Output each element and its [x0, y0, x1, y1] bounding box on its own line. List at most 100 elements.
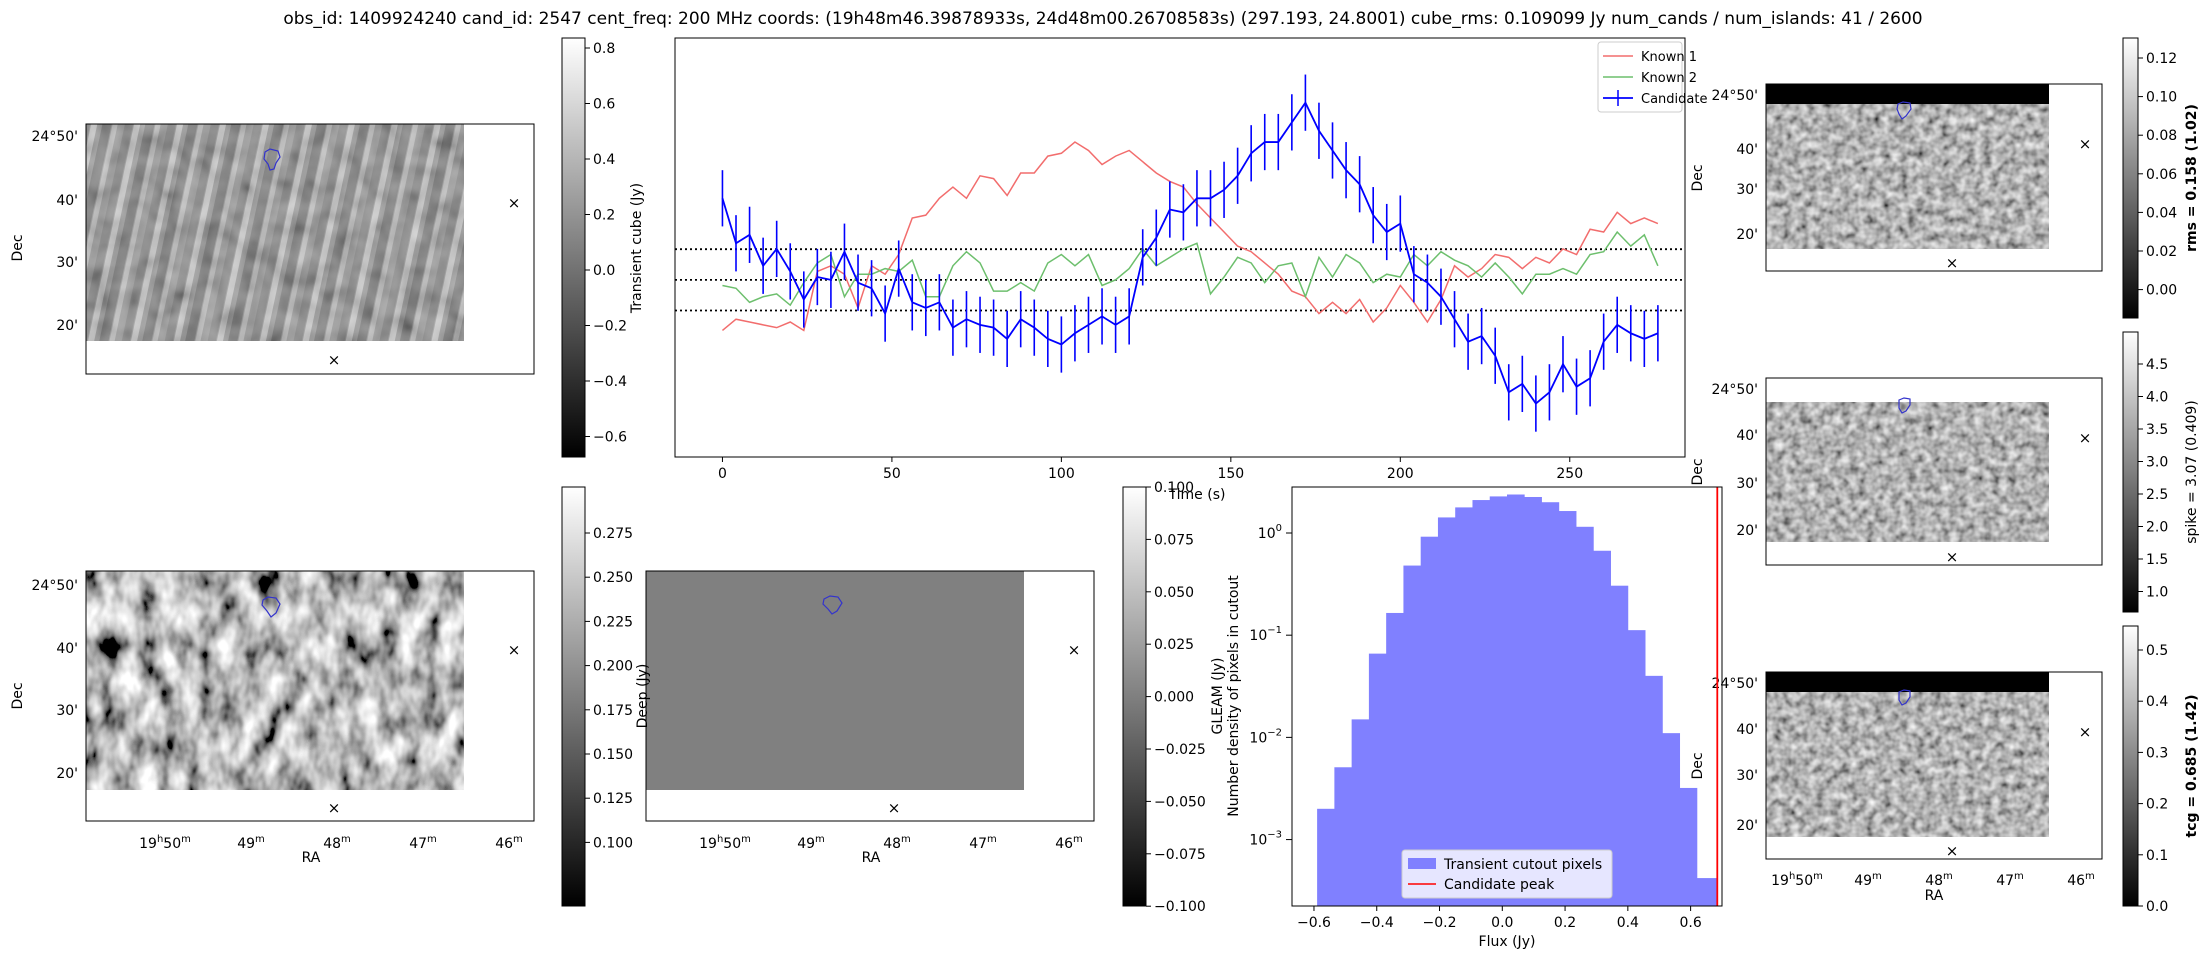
colorbar-tick-label: 2.0 [2146, 520, 2168, 536]
dec-tick: 40' [1736, 722, 1758, 738]
candidate-contour [1898, 397, 1911, 414]
figure-title: obs_id: 1409924240 cand_id: 2547 cent_fr… [283, 9, 1922, 29]
colorbar-tick-label: 2.5 [2146, 487, 2168, 503]
dec-tick: 30' [56, 255, 78, 271]
gleam-colorbar-label: GLEAM (Jy) [1210, 658, 1226, 735]
candidate-contour [261, 596, 281, 618]
deep-colorbar-bar [561, 486, 586, 907]
dec-tick: 40' [56, 193, 78, 209]
ra-tick-label: 47m [1996, 871, 2024, 889]
colorbar-tick-label: 0.125 [593, 791, 633, 807]
legend-label-candidate: Candidate [1641, 92, 1707, 107]
dec-tick: 20' [1736, 523, 1758, 539]
spike-colorbar-label: spike = 3.07 (0.409) [2184, 400, 2200, 544]
dec-axis-label: Dec [10, 234, 26, 261]
colorbar-tick-label: 0.3 [2146, 745, 2168, 761]
x-tick-label: 100 [1048, 466, 1075, 482]
histogram-bar [1507, 494, 1525, 906]
histogram-bar [1334, 767, 1353, 906]
colorbar-tick-label: 0.0 [2146, 899, 2168, 915]
histogram-xlabel: Flux (Jy) [1479, 934, 1536, 950]
ra-tick-label: 47m [969, 834, 997, 852]
colorbar-tick-label: 0.2 [2146, 797, 2168, 813]
rms-cutout-frame [1765, 83, 2103, 272]
dec-axis-label: Dec [1690, 752, 1706, 779]
green-cross-marker: × [508, 194, 521, 212]
histogram-bar [1541, 502, 1560, 906]
red-cross-marker: × [328, 351, 341, 369]
known-2-series-line [722, 230, 1659, 307]
colorbar-tick-label: 0.06 [2146, 167, 2177, 183]
dec-tick: 30' [1736, 182, 1758, 198]
histogram-bar [1351, 719, 1370, 906]
tcg-colorbar-bar [2122, 625, 2139, 907]
dec-tick: 40' [56, 641, 78, 657]
histogram-bar [1420, 536, 1439, 906]
histogram-bar [1437, 517, 1456, 906]
colorbar-tick-label: 0.8 [593, 41, 615, 57]
colorbar-tick-label: 0.1 [2146, 848, 2168, 864]
y-tick-label: 10−1 [1249, 625, 1282, 644]
spike-colorbar: 4.5 4.0 3.5 3.0 2.5 2.0 1.5 1.0 spike = 3.07 (0… [2122, 331, 2200, 613]
tcg-colorbar: 0.5 0.4 0.3 0.2 0.1 0.0 tcg = 0.685 (1.42) [2122, 625, 2200, 915]
transient-cutout-texture [86, 124, 464, 341]
candidate-contour [1898, 689, 1911, 706]
dec-axis-label: Dec [1690, 164, 1706, 191]
ra-tick-label: 48m [883, 834, 911, 852]
x-tick-label: 0.2 [1554, 915, 1576, 931]
dec-tick: 24°50' [32, 578, 78, 594]
rms-colorbar-label: rms = 0.158 (1.02) [2184, 104, 2200, 252]
colorbar-tick-label: 0.5 [2146, 643, 2168, 659]
ra-tick-label: 49m [797, 834, 825, 852]
gleam-cutout-panel: × × 19h50m 49m 48m 47m 46m RA Deep (Jy) [635, 570, 1095, 866]
colorbar-tick-label: 3.5 [2146, 422, 2168, 438]
colorbar-tick-label: 0.02 [2146, 244, 2177, 260]
candidate-contour [1896, 101, 1912, 120]
candidate-contour [263, 148, 281, 171]
colorbar-tick-label: 0.6 [593, 97, 615, 113]
y-tick-label: 10−2 [1249, 727, 1282, 746]
legend-label-known1: Known 1 [1641, 50, 1697, 65]
ra-tick-label: 48m [323, 834, 351, 852]
dec-tick: 30' [1736, 476, 1758, 492]
lightcurve-xlabel: Time (s) [1168, 487, 1226, 503]
histogram-bar [1403, 565, 1422, 906]
dec-tick: 24°50' [32, 129, 78, 145]
dec-tick: 20' [1736, 227, 1758, 243]
gleam-colorbar-bar [1122, 486, 1147, 907]
green-cross-marker: × [2079, 723, 2092, 741]
ra-axis-label: RA [862, 850, 881, 866]
dec-tick: 40' [1736, 428, 1758, 444]
candidate-series-line [721, 100, 1659, 405]
legend-label-bars: Transient cutout pixels [1443, 857, 1602, 873]
histogram-bar [1489, 496, 1508, 906]
transient-colorbar-label: Transient cube (Jy) [629, 183, 645, 314]
colorbar-tick-label: 0.100 [593, 835, 633, 851]
lightcurve-plot: 0 50 100 150 200 250 Time (s) Known 1 Known 2… [674, 37, 1707, 503]
colorbar-tick-label: −0.050 [1154, 794, 1206, 810]
x-tick-label: 0 [718, 466, 727, 482]
colorbar-tick-label: 0.04 [2146, 205, 2177, 221]
ra-tick-label: 47m [409, 834, 437, 852]
histogram-frame [1291, 486, 1723, 907]
x-tick-label: 0.0 [1491, 915, 1513, 931]
colorbar-tick-label: −0.025 [1154, 742, 1206, 758]
x-tick-label: 200 [1387, 466, 1414, 482]
colorbar-tick-label: 0.025 [1154, 637, 1194, 653]
transient-cutout-frame [85, 123, 535, 375]
known-1-series-line [721, 141, 1659, 332]
legend-box [1401, 849, 1613, 899]
rms-cutout-mask [1766, 84, 2049, 104]
colorbar-tick-label: 0.225 [593, 614, 633, 630]
histogram-legend: Transient cutout pixels Candidate peak [1401, 849, 1613, 899]
dec-tick: 40' [1736, 142, 1758, 158]
rms-colorbar-bar [2122, 37, 2139, 319]
red-cross-marker: × [1946, 548, 1959, 566]
deep-colorbar-label: Deep (Jy) [635, 664, 651, 729]
x-tick-label: 250 [1556, 466, 1583, 482]
tcg-cutout-panel: × × 24°50' 40' 30' 20' Dec RA [1690, 671, 2103, 904]
colorbar-tick-label: 1.0 [2146, 585, 2168, 601]
colorbar-tick-label: 0.200 [593, 659, 633, 675]
dec-tick: 24°50' [1712, 676, 1758, 692]
